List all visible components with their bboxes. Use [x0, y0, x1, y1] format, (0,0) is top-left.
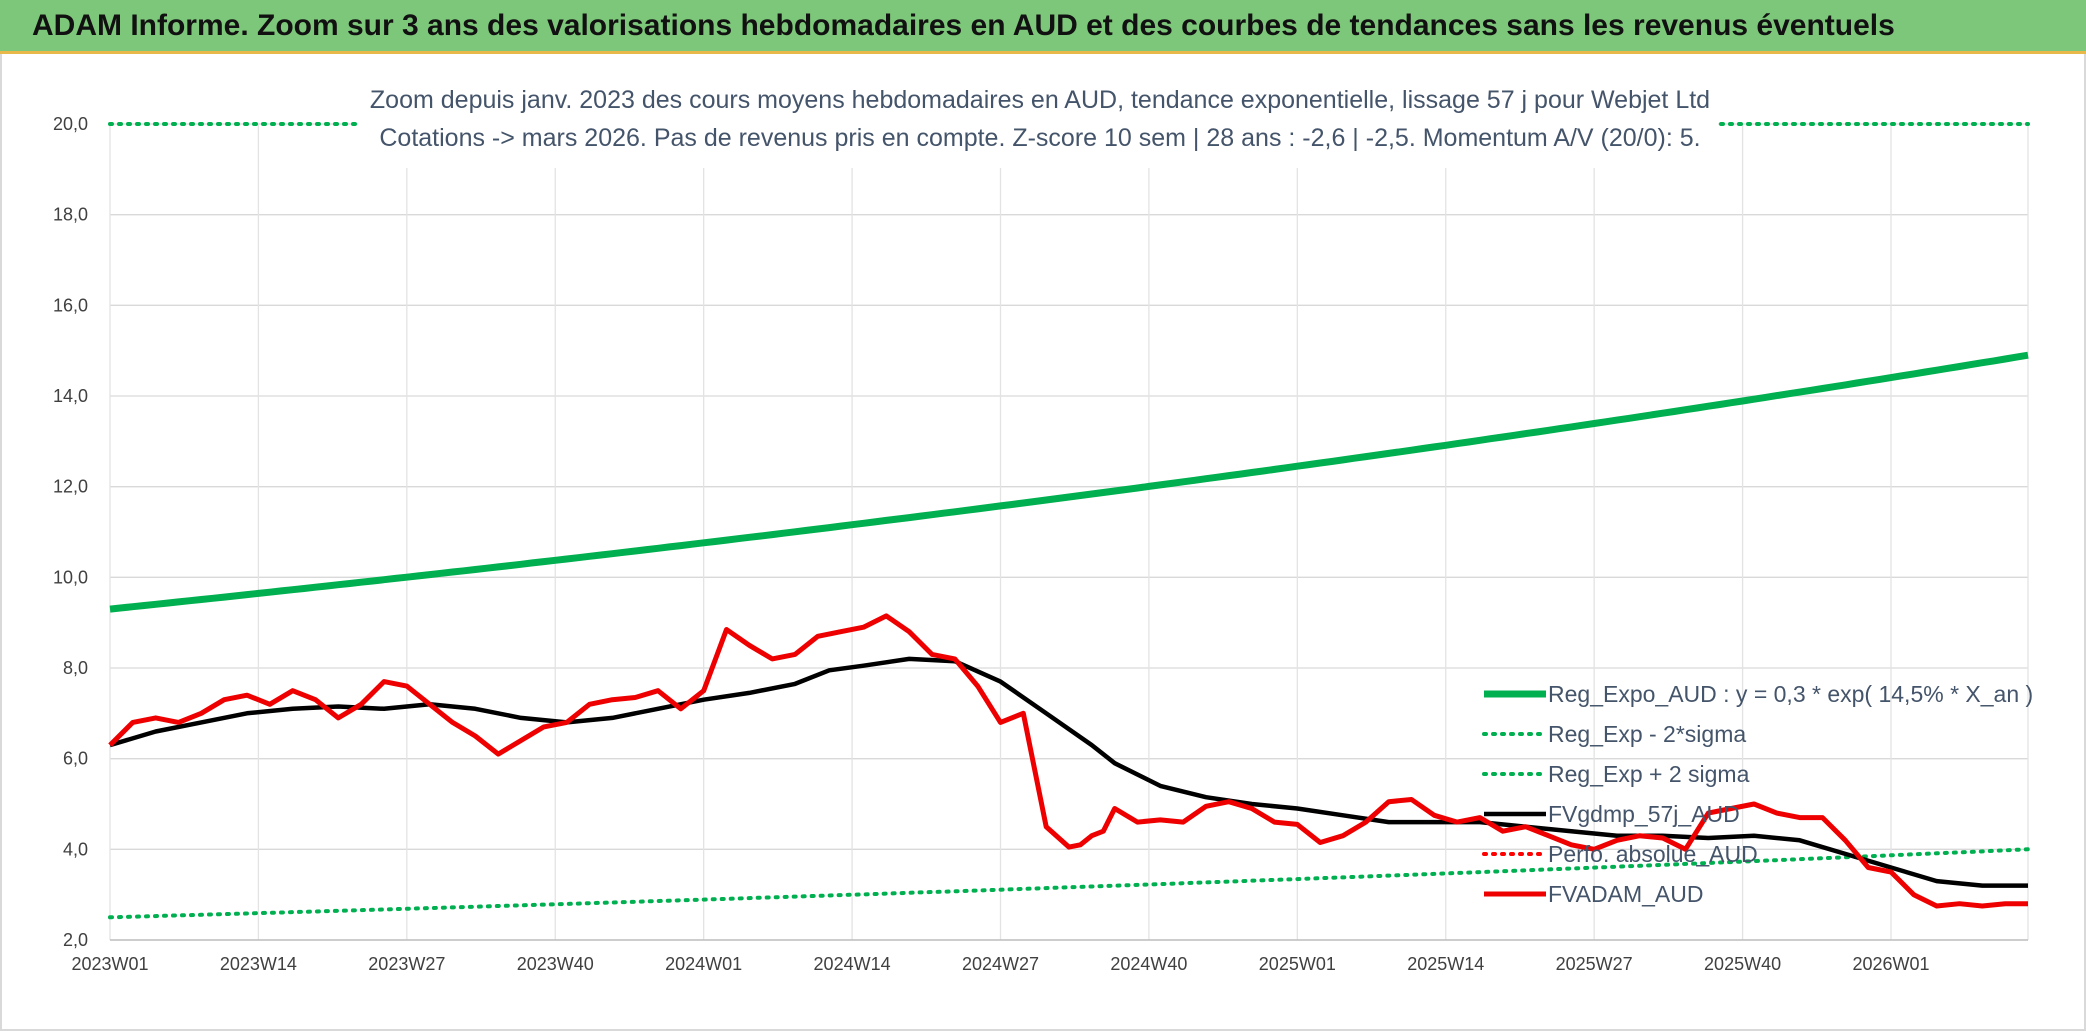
legend-entry: FVADAM_AUD — [1548, 881, 1704, 907]
x-tick-label: 2023W40 — [517, 954, 594, 974]
x-tick-label: 2023W01 — [71, 954, 148, 974]
y-tick-label: 2,0 — [63, 930, 88, 950]
legend-entry: Perfo. absolue_AUD — [1548, 841, 1758, 867]
y-tick-label: 18,0 — [53, 205, 88, 225]
chart-frame — [0, 54, 2086, 1031]
report-header: ADAM Informe. Zoom sur 3 ans des valoris… — [0, 0, 2086, 54]
series-line-3 — [109, 656, 2028, 888]
series-line-0 — [109, 351, 2029, 613]
y-tick-label: 12,0 — [53, 477, 88, 497]
x-tick-label: 2024W01 — [665, 954, 742, 974]
report-title: ADAM Informe. Zoom sur 3 ans des valoris… — [32, 9, 1895, 42]
y-tick-label: 8,0 — [63, 658, 88, 678]
y-tick-label: 6,0 — [63, 749, 88, 769]
x-tick-label: 2023W14 — [220, 954, 297, 974]
chart-subtitle-line: Zoom depuis janv. 2023 des cours moyens … — [370, 86, 1710, 114]
x-tick-label: 2025W14 — [1407, 954, 1484, 974]
y-tick-label: 14,0 — [53, 386, 88, 406]
chart-subtitle-line: Cotations -> mars 2026. Pas de revenus p… — [379, 124, 1700, 152]
legend-entry: Reg_Exp + 2 sigma — [1548, 761, 1750, 787]
x-tick-label: 2024W40 — [1110, 954, 1187, 974]
legend-entry: FVgdmp_57j_AUD — [1548, 801, 1740, 827]
y-tick-label: 20,0 — [53, 114, 88, 134]
x-tick-label: 2024W14 — [814, 954, 891, 974]
x-tick-label: 2023W27 — [368, 954, 445, 974]
x-tick-label: 2026W01 — [1852, 954, 1929, 974]
legend-entry: Reg_Exp - 2*sigma — [1548, 721, 1746, 747]
x-tick-label: 2025W40 — [1704, 954, 1781, 974]
series-line-5 — [108, 613, 2028, 909]
y-tick-label: 4,0 — [63, 839, 88, 859]
x-tick-label: 2025W01 — [1259, 954, 1336, 974]
x-tick-label: 2024W27 — [962, 954, 1039, 974]
y-tick-label: 16,0 — [53, 295, 88, 315]
subtitle-background — [358, 72, 1718, 168]
x-tick-label: 2025W27 — [1556, 954, 1633, 974]
legend-entry: Reg_Expo_AUD : y = 0,3 * exp( 14,5% * X_… — [1548, 681, 2033, 707]
y-tick-label: 10,0 — [53, 567, 88, 587]
